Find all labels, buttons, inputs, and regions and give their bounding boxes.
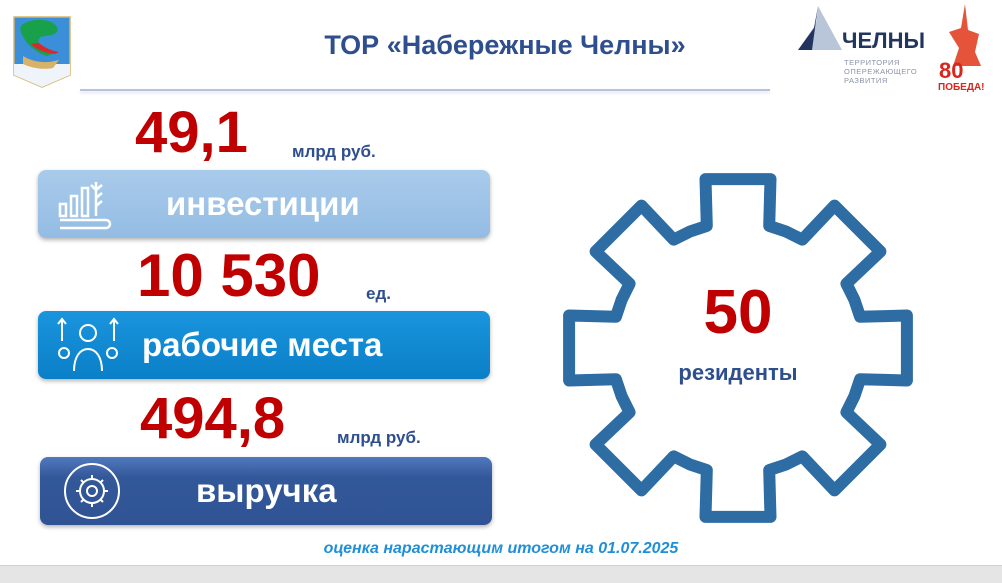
victory-80-badge: 80 ПОБЕДА! [935,4,995,93]
page-title: ТОР «Набережные Челны» [324,30,686,60]
investments-bar: инвестиции [38,170,490,238]
residents-value: 50 [703,278,773,347]
jobs-label: рабочие места [142,326,383,363]
chelny-tor-logo: ЧЕЛНЫ ТЕРРИТОРИЯ ОПЕРЕЖАЮЩЕГО РАЗВИТИЯ [798,6,928,90]
residents-gear-icon [563,173,913,523]
chelny-logo-subtitle: ТЕРРИТОРИЯ ОПЕРЕЖАЮЩЕГО РАЗВИТИЯ [844,58,918,85]
title-divider [80,89,770,91]
chelny-logo-text: ЧЕЛНЫ [842,28,925,53]
gear-cycle-icon [64,463,120,520]
worker-gears-icon [57,317,119,372]
footer-note: оценка нарастающим итогом на 01.07.2025 [323,540,679,557]
revenue-bar: выручка [40,457,492,525]
investments-value: 49,1 [135,100,248,165]
residents-label: резиденты [678,360,798,385]
revenue-unit: млрд руб. [337,428,421,447]
jobs-bar: рабочие места [38,311,490,379]
revenue-label: выручка [196,472,337,509]
svg-text:80: 80 [939,58,963,83]
jobs-unit: ед. [366,284,391,303]
investments-unit: млрд руб. [292,142,376,161]
svg-text:ПОБЕДА!: ПОБЕДА! [938,82,985,92]
revenue-value: 494,8 [140,386,286,451]
bar-chart-wheat-icon [58,182,112,230]
city-coat-of-arms [13,16,71,88]
investments-label: инвестиции [166,185,360,222]
bottom-scrollbar[interactable] [0,565,1002,583]
jobs-value: 10 530 [137,242,321,309]
